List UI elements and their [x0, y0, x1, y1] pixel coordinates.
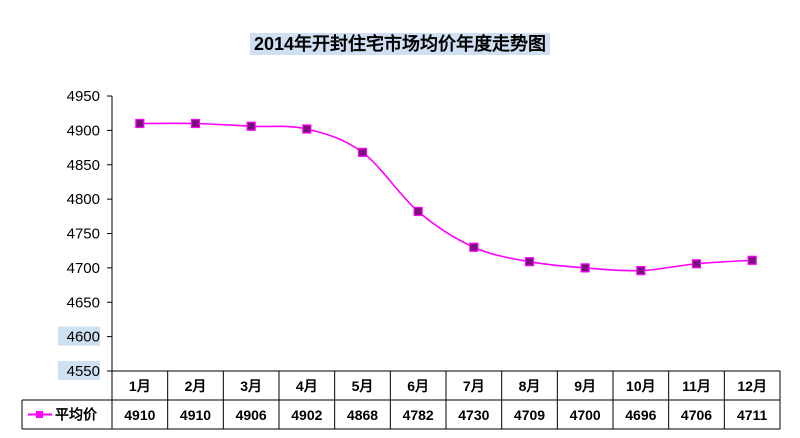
- x-category-label: 6月: [407, 378, 429, 394]
- data-point-marker: [636, 266, 646, 276]
- data-table-value: 4730: [458, 407, 489, 423]
- y-tick-label: 4650: [67, 294, 100, 311]
- x-category-label: 10月: [626, 378, 656, 394]
- data-table-value: 4910: [124, 407, 155, 423]
- data-table-value: 4700: [570, 407, 601, 423]
- y-tick-label: 4550: [67, 363, 100, 380]
- y-tick-label: 4800: [67, 191, 100, 208]
- y-tick-label: 4950: [67, 88, 100, 105]
- data-table-value: 4711: [737, 407, 768, 423]
- x-category-label: 3月: [240, 378, 262, 394]
- y-tick-label: 4600: [67, 329, 100, 346]
- x-category-label: 2月: [185, 378, 207, 394]
- data-table: 1月 4910 2月 4910 3月 4906 4月 4902 5月 4868 6月 4782 7月 47…: [21, 370, 781, 430]
- data-point-marker: [524, 257, 535, 267]
- y-axis: 4950 4900 4850 4800 4750 4700 4650 4600 4550: [58, 88, 113, 380]
- y-tick-label: 4900: [67, 122, 100, 139]
- x-category-label: 1月: [129, 378, 151, 394]
- x-category-label: 12月: [737, 378, 767, 394]
- data-table-value: 4709: [514, 407, 545, 423]
- data-point-marker: [747, 255, 757, 265]
- data-table-value: 4706: [681, 407, 712, 423]
- data-table-value: 4696: [625, 407, 656, 423]
- y-tick-label-highlight: [58, 361, 100, 380]
- x-category-label: 5月: [352, 378, 374, 394]
- x-category-label: 7月: [463, 378, 485, 394]
- legend-marker-key: [36, 411, 43, 418]
- x-category-label: 4月: [296, 378, 318, 394]
- data-table-value: 4906: [236, 407, 267, 423]
- data-table-value: 4910: [180, 407, 211, 423]
- x-category-label: 9月: [574, 378, 596, 394]
- data-point-marker: [691, 259, 702, 269]
- data-table-value: 4782: [403, 407, 434, 423]
- y-tick-label: 4750: [67, 226, 100, 243]
- data-point-marker: [135, 118, 145, 129]
- data-point-marker: [469, 242, 479, 252]
- y-tick-label: 4850: [67, 157, 100, 174]
- data-point-marker: [580, 263, 590, 273]
- data-point-marker: [246, 121, 256, 131]
- y-tick-label: 4700: [67, 260, 100, 277]
- legend-series-name: 平均价: [55, 407, 98, 423]
- chart-title-text: 2014年开封住宅市场均价年度走势图: [249, 33, 551, 55]
- data-table-value: 4902: [291, 407, 322, 423]
- data-point-marker: [413, 206, 423, 217]
- data-point-marker: [357, 147, 368, 157]
- data-table-value: 4868: [347, 407, 378, 423]
- data-point-marker: [190, 118, 201, 129]
- series-average-price: [135, 118, 757, 276]
- chart-title: 2014年开封住宅市场均价年度走势图: [0, 30, 800, 56]
- data-point-marker: [302, 124, 312, 134]
- y-tick-label-highlight: [58, 326, 100, 346]
- x-category-label: 11月: [682, 378, 711, 394]
- x-category-label: 8月: [519, 378, 541, 394]
- series-line: [139, 122, 753, 272]
